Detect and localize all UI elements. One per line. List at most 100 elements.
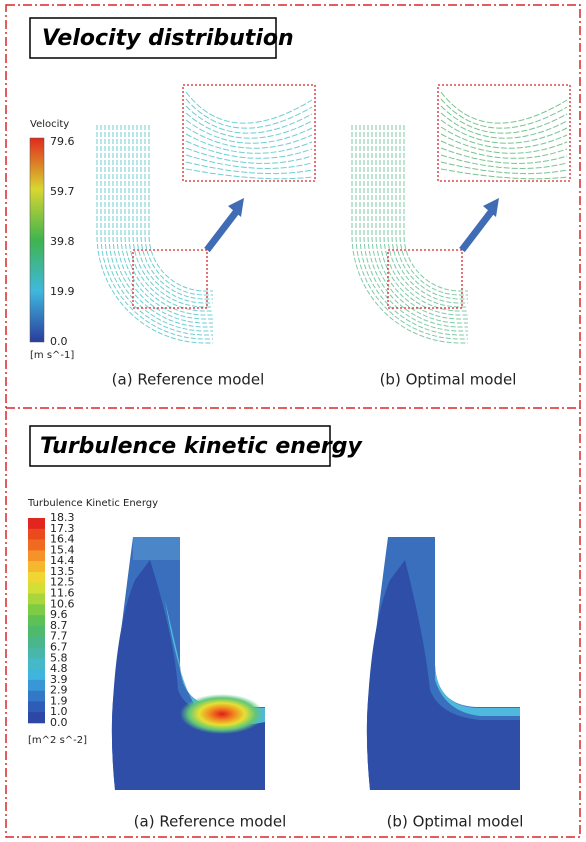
- legend-tick-label: 0.0: [50, 716, 68, 729]
- colorbar-band: [28, 712, 45, 724]
- zoom-arrow-head: [228, 198, 244, 217]
- streamline: [371, 125, 468, 324]
- frame: [5, 4, 581, 838]
- inset-streamline: [440, 119, 568, 144]
- inset-streamline: [185, 91, 313, 124]
- inset-streamline: [185, 119, 313, 144]
- legend-tick-label: 39.8: [50, 235, 75, 248]
- legend-tick-label: 19.9: [50, 285, 75, 298]
- section-title: Velocity distribution: [42, 26, 294, 51]
- inset-streamline: [185, 112, 313, 139]
- zoom-arrow-head: [483, 198, 499, 217]
- zoom-box: [387, 249, 463, 309]
- colorbar-band: [28, 690, 45, 702]
- zoom-arrow: [459, 209, 494, 253]
- caption: (b) Optimal model: [380, 371, 517, 389]
- legend-unit: [m^2 s^-2]: [28, 735, 87, 746]
- colorbar-band: [28, 636, 45, 648]
- streamline: [403, 125, 468, 292]
- colorbar-band: [28, 625, 45, 637]
- legend-tick-label: 3.9: [50, 673, 68, 686]
- legend-title: Velocity: [30, 119, 69, 130]
- caption: (a) Reference model: [112, 371, 265, 389]
- legend-tick-label: 18.3: [50, 511, 75, 524]
- streamline: [132, 125, 213, 308]
- colorbar-band: [28, 593, 45, 605]
- legend-title: Turbulence Kinetic Energy: [27, 498, 158, 509]
- inset-frame: [437, 84, 571, 182]
- title-box: [29, 425, 331, 467]
- streamline: [351, 125, 468, 344]
- zoom-box: [132, 249, 208, 309]
- inset-streamline: [185, 105, 313, 134]
- legend-tick-label: 4.8: [50, 662, 68, 675]
- colorbar-band: [28, 658, 45, 670]
- colorbar-band: [28, 647, 45, 659]
- inset-streamline: [440, 147, 568, 164]
- inset-streamline: [185, 140, 313, 159]
- legend-tick-label: 11.6: [50, 587, 75, 600]
- zoom-arrow: [204, 209, 239, 253]
- legend-tick-label: 59.7: [50, 185, 75, 198]
- streamline: [375, 125, 468, 320]
- streamline: [391, 125, 468, 304]
- legend-tick-label: 5.8: [50, 651, 68, 664]
- legend-tick-label: 6.7: [50, 640, 68, 653]
- title-box: [29, 17, 277, 59]
- streamline: [128, 125, 213, 312]
- colorbar-band: [28, 669, 45, 681]
- inset-streamline: [440, 168, 568, 180]
- colorbar: [29, 137, 45, 343]
- streamline: [367, 125, 468, 328]
- colorbar-band: [28, 528, 45, 540]
- legend-unit: [m s^-1]: [30, 350, 74, 361]
- streamline: [379, 125, 468, 316]
- streamline: [96, 125, 213, 344]
- legend-tick-label: 79.6: [50, 135, 75, 148]
- streamline: [144, 125, 213, 296]
- colorbar-band: [28, 539, 45, 551]
- colorbar-band: [28, 561, 45, 573]
- streamline: [399, 125, 468, 296]
- streamline: [363, 125, 468, 332]
- legend-tick-label: 10.6: [50, 597, 75, 610]
- streamline: [116, 125, 213, 324]
- inset: [437, 84, 571, 182]
- inset-streamline: [440, 154, 568, 169]
- contour-plot: [111, 537, 265, 790]
- colorbar-band: [28, 679, 45, 691]
- legend-tick-label: 17.3: [50, 522, 75, 535]
- streamline: [387, 125, 468, 308]
- inset-streamline: [185, 161, 313, 175]
- colorbar-band: [28, 701, 45, 713]
- legend-tick-label: 12.5: [50, 576, 75, 589]
- streamline: [355, 125, 468, 340]
- streamline: [383, 125, 468, 312]
- legend-tick-label: 13.5: [50, 565, 75, 578]
- inset-streamline: [440, 133, 568, 154]
- inset-bg: [438, 85, 570, 181]
- colorbar-band: [28, 582, 45, 594]
- legend-tick-label: 9.6: [50, 608, 68, 621]
- contour-plot: [366, 537, 520, 790]
- colorbar-band: [28, 571, 45, 584]
- legend-tick-label: 0.0: [50, 335, 68, 348]
- streamline: [120, 125, 213, 320]
- section-title: Turbulence kinetic energy: [40, 434, 363, 459]
- inset-frame: [182, 84, 316, 182]
- streamline: [124, 125, 213, 316]
- inset-streamline: [440, 140, 568, 159]
- caption: (b) Optimal model: [387, 813, 524, 831]
- colorbar-band: [28, 615, 45, 627]
- inset-streamline: [185, 154, 313, 169]
- vector-field: [96, 84, 316, 344]
- streamline: [112, 125, 213, 328]
- legend-tick-label: 2.9: [50, 684, 68, 697]
- legend-tick-label: 16.4: [50, 533, 75, 546]
- legend-tick-label: 15.4: [50, 543, 75, 556]
- inset-bg: [183, 85, 315, 181]
- inset-streamline: [185, 168, 313, 180]
- caption: (a) Reference model: [134, 813, 287, 831]
- border: [5, 4, 581, 838]
- colorbar-band: [28, 518, 45, 530]
